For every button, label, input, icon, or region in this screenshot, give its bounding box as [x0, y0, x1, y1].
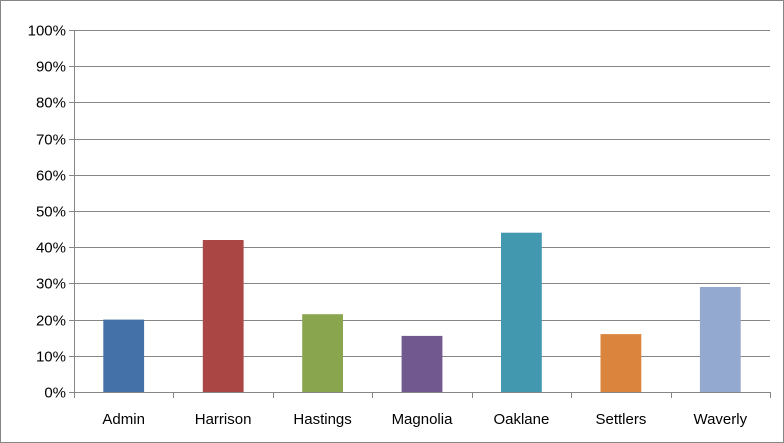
bar-admin	[103, 319, 145, 392]
bars	[103, 232, 741, 392]
x-category-label: Admin	[102, 411, 145, 428]
y-tick-label: 90%	[36, 59, 66, 76]
y-tick-label: 30%	[36, 276, 66, 293]
y-tick-label: 40%	[36, 240, 66, 257]
x-category-label: Harrison	[195, 411, 252, 428]
y-tick-label: 100%	[28, 23, 66, 40]
y-tick-label: 0%	[44, 385, 66, 402]
bar-hastings	[302, 314, 343, 392]
y-tick-label: 20%	[36, 313, 66, 330]
y-tick-label: 50%	[36, 204, 66, 221]
y-tick-label: 80%	[36, 95, 66, 112]
x-category-label: Magnolia	[392, 411, 454, 428]
x-category-label: Oaklane	[493, 411, 549, 428]
y-tick-label: 10%	[36, 349, 66, 366]
bar-magnolia	[401, 335, 443, 392]
axes	[69, 30, 771, 398]
y-tick-label: 60%	[36, 168, 66, 185]
bar-oaklane	[501, 232, 542, 392]
y-tick-label: 70%	[36, 132, 66, 149]
x-category-label: Hastings	[293, 411, 351, 428]
x-category-label: Settlers	[595, 411, 646, 428]
bar-harrison	[202, 240, 244, 392]
gridlines	[74, 30, 770, 357]
x-category-label: Waverly	[693, 411, 747, 428]
bar-settlers	[600, 334, 642, 392]
x-axis-labels: Admin Harrison Hastings Magnolia Oaklane Sett…	[102, 411, 747, 428]
y-axis-ticks: 0% 10% 20% 30% 40% 50% 60% 70% 80% 90% 100%	[28, 23, 66, 402]
bar-waverly	[699, 287, 741, 392]
